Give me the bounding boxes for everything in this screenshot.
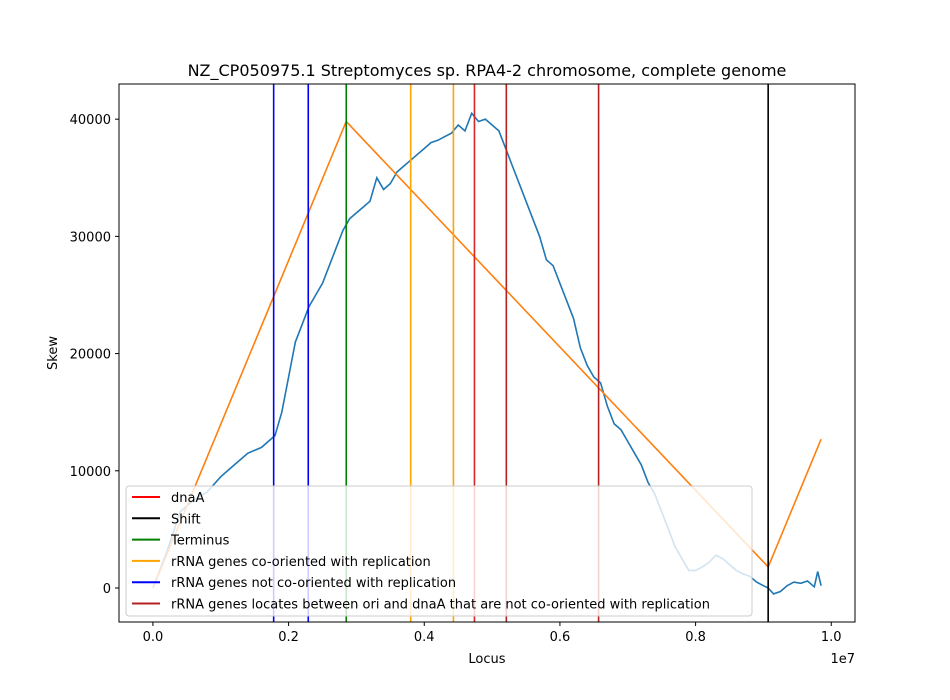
- x-axis-label: Locus: [468, 652, 505, 667]
- y-tick-label: 10000: [70, 465, 111, 480]
- legend-label: rRNA genes locates between ori and dnaA …: [171, 598, 710, 613]
- x-tick-label: 0.4: [414, 630, 435, 645]
- legend-label: rRNA genes not co-oriented with replicat…: [171, 576, 456, 591]
- y-axis: 0 10000 20000 30000 40000: [70, 113, 119, 597]
- y-tick-label: 20000: [70, 348, 111, 363]
- x-tick-label: 1.0: [821, 630, 842, 645]
- legend-box: [125, 485, 753, 617]
- y-tick-label: 40000: [70, 113, 111, 128]
- y-tick-label: 30000: [70, 230, 111, 245]
- y-tick-label: 0: [103, 582, 111, 597]
- chart-title: NZ_CP050975.1 Streptomyces sp. RPA4-2 ch…: [188, 61, 787, 81]
- legend-label: dnaA: [171, 491, 204, 506]
- x-axis-offset-label: 1e7: [830, 652, 855, 667]
- series-line-2: [152, 120, 822, 589]
- legend-label: Terminus: [170, 534, 230, 549]
- legend-label: rRNA genes co-oriented with replication: [171, 555, 431, 570]
- x-axis: 0.0 0.2 0.4 0.6 0.8 1.0: [143, 622, 842, 645]
- x-tick-label: 0.0: [143, 630, 164, 645]
- x-tick-label: 0.2: [278, 630, 299, 645]
- x-tick-label: 0.8: [685, 630, 706, 645]
- plot-frame: [118, 83, 856, 623]
- legend-label: Shift: [171, 512, 201, 527]
- legend: dnaA Shift Terminus rRNA genes co-oriented …: [125, 485, 753, 617]
- x-tick-label: 0.6: [550, 630, 571, 645]
- y-axis-label: Skew: [46, 336, 61, 370]
